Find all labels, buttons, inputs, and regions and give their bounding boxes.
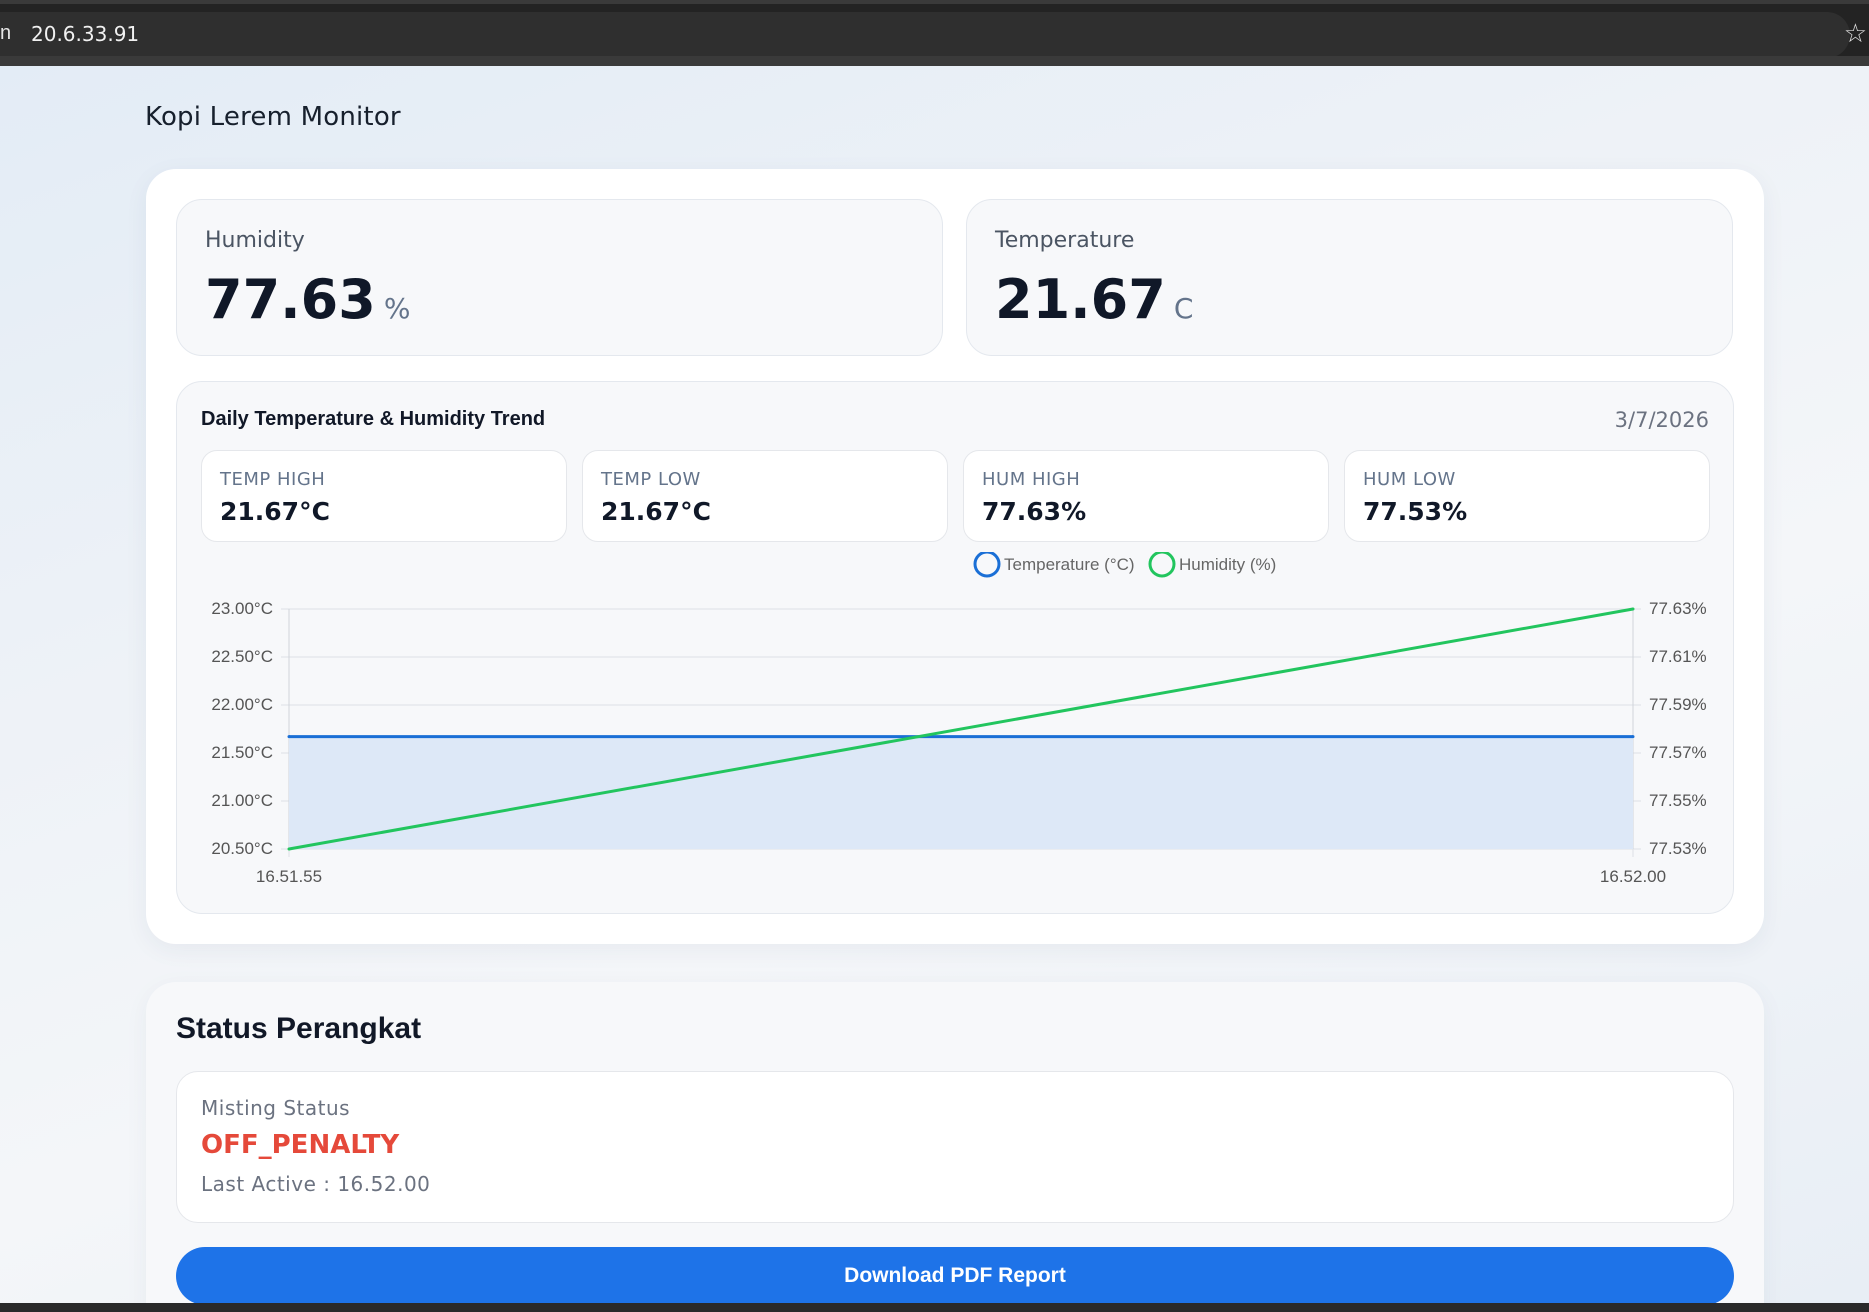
temperature-unit: C [1173,292,1194,325]
y-right-tick-label: 77.55% [1649,791,1707,810]
misting-box: Misting Status OFF_PENALTY Last Active :… [176,1071,1734,1223]
browser-toolbar: n 20.6.33.91 ☆ [0,0,1869,66]
y-left-tick-label: 23.00°C [211,599,273,618]
temp-high-label: TEMP HIGH [220,469,326,490]
y-left-tick-label: 20.50°C [211,839,273,858]
series-line-humidity [288,607,1634,851]
temperature-point [1631,735,1635,739]
hum-low-card: HUM LOW 77.53% [1344,450,1710,542]
humidity-label: Humidity [205,228,305,253]
bookmark-star-icon[interactable]: ☆ [1843,18,1867,48]
legend-humidity-icon [1148,552,1176,578]
temp-low-card: TEMP LOW 21.67°C [582,450,948,542]
hum-low-value: 77.53% [1363,497,1468,526]
misting-label: Misting Status [201,1096,351,1120]
hum-high-value: 77.63% [982,497,1087,526]
trend-title: Daily Temperature & Humidity Trend [201,408,546,430]
hum-low-label: HUM LOW [1363,469,1456,490]
humidity-value: 77.63 [205,268,376,331]
temperature-label: Temperature [995,228,1135,253]
temperature-value-row: 21.67 C [995,268,1193,331]
page: Kopi Lerem Monitor Humidity 77.63% Tempe… [0,66,1869,1303]
temperature-card: Temperature 21.67 C [966,199,1733,356]
humidity-value-row: 77.63% [205,268,410,331]
y-left-tick-label: 22.50°C [211,647,273,666]
y-right-tick-label: 77.57% [1649,743,1707,762]
y-left-tick-label: 21.50°C [211,743,273,762]
y-right-tick-label: 77.63% [1649,599,1707,618]
temp-low-value: 21.67°C [601,497,711,526]
browser-divider [0,56,1869,66]
temperature-point [287,735,291,739]
x-tick-label: 16.51.55 [256,867,322,886]
address-left-fragment: n [0,22,12,44]
y-left-tick-label: 21.00°C [211,791,273,810]
x-tick-label: 16.52.00 [1600,867,1666,886]
temp-high-card: TEMP HIGH 21.67°C [201,450,567,542]
y-right-tick-label: 77.61% [1649,647,1707,666]
main-card: Humidity 77.63% Temperature 21.67 C Daily… [146,169,1764,944]
temp-high-value: 21.67°C [220,497,330,526]
y-left-tick-label: 22.00°C [211,695,273,714]
status-title: Status Perangkat [176,1012,422,1045]
download-pdf-button[interactable]: Download PDF Report [176,1247,1734,1303]
hum-high-label: HUM HIGH [982,469,1081,490]
humidity-point [1631,607,1635,611]
status-card: Status Perangkat Misting Status OFF_PENA… [146,982,1764,1303]
trend-card: Daily Temperature & Humidity Trend 3/7/2… [176,381,1734,914]
legend-temperature-icon [973,552,1001,578]
trend-chart: 23.00°C 22.50°C 22.00°C 21.50°C 21.00°C 20.50… [211,552,1707,886]
address-url[interactable]: 20.6.33.91 [31,22,140,46]
humidity-card: Humidity 77.63% [176,199,943,356]
trend-date: 3/7/2026 [1614,408,1709,432]
temp-low-label: TEMP LOW [601,469,701,490]
y-right-tick-label: 77.53% [1649,839,1707,858]
hum-high-card: HUM HIGH 77.63% [963,450,1329,542]
misting-last-active: Last Active : 16.52.00 [201,1172,431,1196]
misting-status-value: OFF_PENALTY [201,1130,400,1160]
legend-temperature-label: Temperature (°C) [1004,555,1135,574]
address-bar[interactable] [0,12,1850,58]
humidity-unit: % [383,292,411,325]
legend-humidity-label: Humidity (%) [1179,555,1276,574]
humidity-point [287,847,291,851]
app-title: Kopi Lerem Monitor [145,102,401,132]
temperature-value: 21.67 [995,268,1166,331]
taskbar-strip [0,1303,1869,1312]
series-area-temperature [289,736,1633,849]
y-right-tick-label: 77.59% [1649,695,1707,714]
